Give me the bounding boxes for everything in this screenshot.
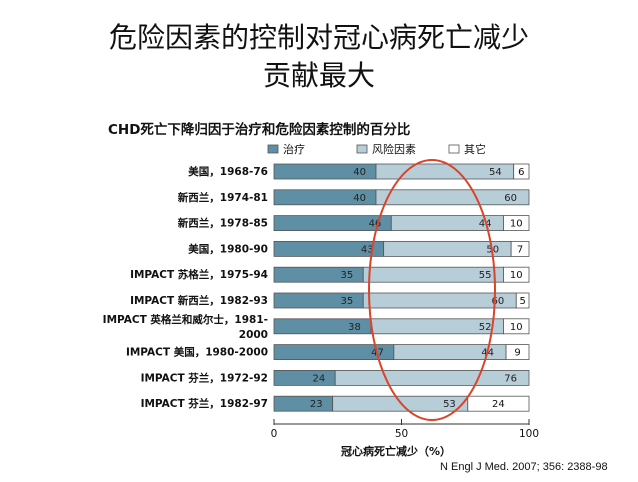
bar-segment [334,369,530,386]
bar-value-label: 10 [510,219,523,230]
bar-value-label: 23 [310,399,323,410]
bar-value-label: 60 [504,193,517,204]
x-tick-label: 0 [271,428,278,440]
x-tick-label: 50 [395,428,408,440]
legend-label: 风险因素 [372,142,416,156]
bar-segment [503,215,530,232]
bar-value-label: 7 [517,244,523,255]
category-label: 美国，1980-90 [188,242,268,255]
category-label: IMPACT 英格兰和威尔士，1981- [103,313,268,326]
bar-value-label: 6 [518,167,524,178]
bar-value-label: 35 [341,296,354,307]
bar-value-label: 35 [341,270,354,281]
bar-segment [375,189,530,206]
category-label: 新西兰，1974-81 [178,191,268,204]
bar-value-label: 52 [479,322,492,333]
legend-label: 其它 [464,142,486,156]
category-label: IMPACT 美国，1980-2000 [126,346,268,359]
bar-value-label: 40 [353,193,366,204]
bar-segment [515,292,530,309]
bar-segment [503,318,530,335]
bar-segment [273,395,334,412]
bar-value-label: 24 [312,373,325,384]
bar-value-label: 10 [510,322,523,333]
bar-value-label: 40 [353,167,366,178]
source-citation: N Engl J Med. 2007; 356: 2388-98 [440,461,608,473]
category-label: IMPACT 新西兰，1982-93 [130,294,268,307]
highlight-ellipse [368,159,496,421]
bar-value-label: 46 [369,219,382,230]
slide-title-line-1: 危险因素的控制对冠心病死亡减少 [108,21,529,54]
bar-value-label: 53 [443,399,456,410]
category-label: IMPACT 芬兰，1972-92 [141,371,268,384]
bar-value-label: 60 [492,296,505,307]
bar-value-label: 5 [519,296,525,307]
bar-value-label: 76 [504,373,517,384]
category-label: IMPACT 苏格兰，1975-94 [130,268,268,281]
bar-value-label: 9 [514,348,520,359]
bar-value-label: 44 [479,219,492,230]
legend-swatch [356,144,368,154]
bar-segment [273,369,336,386]
bar-segment [467,395,530,412]
bar-value-label: 55 [479,270,492,281]
category-label: 2000 [239,329,268,341]
category-label: 新西兰，1978-85 [178,217,268,230]
bar-segment [503,266,530,283]
category-label: IMPACT 芬兰，1982-97 [141,397,268,410]
x-axis-label: 冠心病死亡减少（%） [341,444,451,458]
bar-value-label: 54 [489,167,502,178]
chart-title: CHD死亡下降归因于治疗和危险因素控制的百分比 [108,122,411,138]
x-tick-label: 100 [519,428,539,440]
bar-value-label: 38 [348,322,361,333]
bar-value-label: 10 [510,270,523,281]
category-label: 美国，1968-76 [188,165,268,178]
legend-label: 治疗 [283,142,305,156]
bar-segment [505,344,530,361]
bar-value-label: 24 [492,399,505,410]
bar-segment [513,163,530,180]
legend-swatch [448,144,460,154]
legend-swatch [267,144,279,154]
slide-title-line-2: 贡献最大 [262,59,375,92]
bar-value-label: 43 [361,244,374,255]
bar-segment [510,240,530,257]
